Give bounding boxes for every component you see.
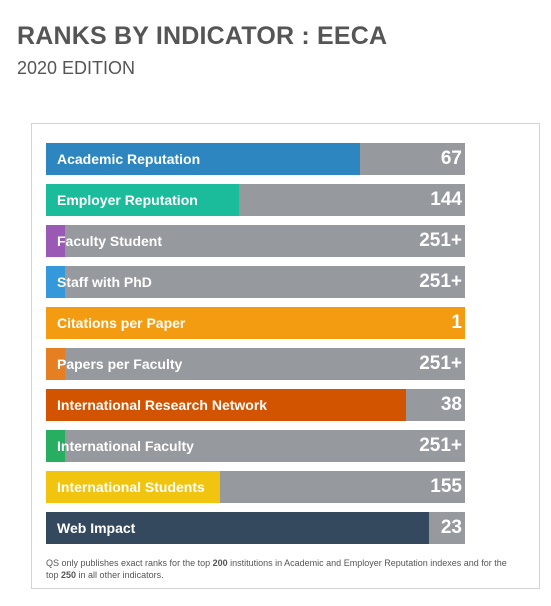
indicator-label: Faculty Student bbox=[57, 233, 163, 249]
indicator-label: Employer Reputation bbox=[57, 192, 198, 208]
ranks-footnote: QS only publishes exact ranks for the to… bbox=[46, 557, 516, 581]
indicator-rank: 251+ bbox=[419, 435, 462, 456]
footnote-number-200: 200 bbox=[212, 558, 228, 568]
footnote-text-3: in all other indicators. bbox=[76, 570, 164, 580]
indicator-rank: 155 bbox=[430, 476, 462, 497]
indicator-label: International Students bbox=[57, 479, 205, 495]
indicator-bar-fill bbox=[46, 143, 361, 175]
indicator-bar: International Faculty 251+ bbox=[46, 430, 465, 462]
indicator-bar: Employer Reputation 144 bbox=[46, 184, 465, 216]
page-subtitle: 2020 EDITION bbox=[17, 58, 136, 78]
indicator-label: Citations per Paper bbox=[57, 315, 186, 331]
indicator-rank: 144 bbox=[430, 189, 462, 210]
indicator-bar-fill bbox=[46, 512, 430, 544]
indicator-rank: 1 bbox=[451, 312, 462, 333]
indicator-rank: 251+ bbox=[419, 230, 462, 251]
indicator-bar-fill bbox=[46, 307, 465, 339]
footnote-text-2: institutions in Academic and Employer Re… bbox=[46, 558, 507, 580]
indicator-label: Web Impact bbox=[57, 520, 136, 536]
indicator-bar-fill bbox=[46, 430, 65, 462]
indicator-label: International Faculty bbox=[57, 438, 194, 454]
indicator-label: Papers per Faculty bbox=[57, 356, 183, 372]
indicator-bar-fill bbox=[46, 225, 65, 257]
indicator-bar: Papers per Faculty 251+ bbox=[46, 348, 465, 380]
indicator-bar: Citations per Paper 1 bbox=[46, 307, 465, 339]
indicator-rank: 251+ bbox=[419, 353, 462, 374]
indicator-bar: Web Impact 23 bbox=[46, 512, 465, 544]
page-title: RANKS BY INDICATOR : EECA bbox=[17, 22, 388, 50]
indicator-bar: Staff with PhD 251+ bbox=[46, 266, 465, 298]
indicator-rank: 38 bbox=[440, 394, 462, 415]
indicator-bar: Academic Reputation 67 bbox=[46, 143, 465, 175]
indicator-rank: 251+ bbox=[419, 271, 462, 292]
indicator-bar-fill bbox=[46, 348, 65, 380]
indicator-rank: 67 bbox=[440, 148, 462, 169]
indicator-label: Academic Reputation bbox=[57, 151, 201, 167]
indicator-bar: International Students 155 bbox=[46, 471, 465, 503]
indicator-rank: 23 bbox=[440, 517, 462, 538]
indicator-bar-fill bbox=[46, 471, 220, 503]
indicator-bar: International Research Network 38 bbox=[46, 389, 465, 421]
indicator-bar-fill bbox=[46, 184, 239, 216]
indicator-ranks-panel: Academic Reputation 67 Employer Reputation… bbox=[31, 123, 540, 589]
indicator-bar: Faculty Student 251+ bbox=[46, 225, 465, 257]
footnote-text-1: QS only publishes exact ranks for the to… bbox=[46, 558, 213, 568]
indicator-label: International Research Network bbox=[57, 397, 268, 413]
indicator-label: Staff with PhD bbox=[57, 274, 152, 290]
indicator-bar-fill bbox=[46, 389, 407, 421]
indicator-bars-list: Academic Reputation 67 Employer Reputation… bbox=[46, 143, 465, 553]
footnote-number-250: 250 bbox=[61, 570, 77, 580]
indicator-bar-fill bbox=[46, 266, 65, 298]
